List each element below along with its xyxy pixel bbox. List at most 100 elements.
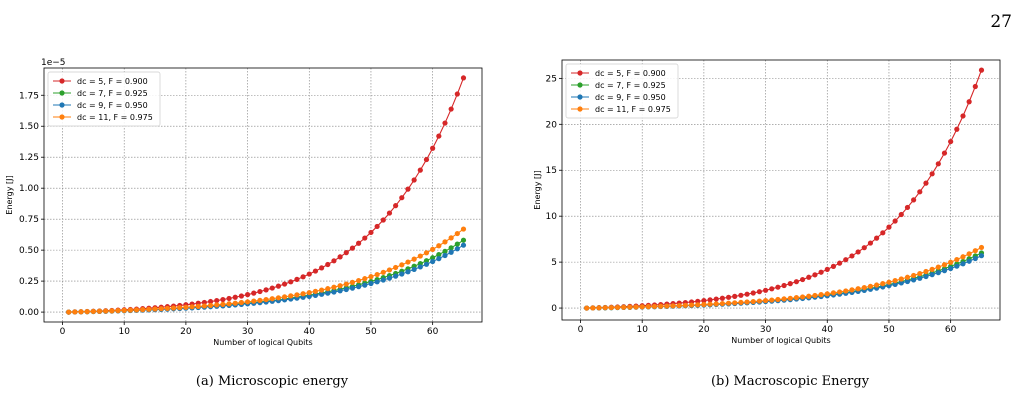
legend-marker [577,70,583,76]
x-tick-label: 50 [365,327,377,337]
data-point [436,243,442,249]
y-tick-label: 10 [546,212,558,222]
data-point [793,279,800,285]
data-point [812,272,818,278]
y-tick-label: 15 [546,166,557,176]
data-point [923,268,929,275]
data-point [436,256,442,262]
data-point [898,280,904,286]
data-point [454,246,460,252]
y-axis-label: Energy [J] [533,170,542,209]
data-point [812,292,818,299]
y-tick-label: 0 [551,304,557,314]
x-tick-label: 40 [822,325,834,335]
legend: dc = 5, F = 0.900 dc = 7, F = 0.925 dc = 9… [565,63,679,119]
data-point [430,258,436,265]
data-point [448,245,454,251]
x-tick-label: 30 [760,325,772,335]
data-point [713,301,719,307]
data-point [448,235,454,241]
data-point [115,308,121,314]
data-point [892,281,898,287]
data-point [855,249,861,255]
data-point [152,306,158,312]
data-point [275,295,282,301]
data-point [281,294,288,300]
data-point [405,259,411,265]
data-point [195,303,201,309]
data-point [448,106,454,112]
data-point [645,304,651,310]
data-point [787,295,793,301]
data-point [275,283,282,289]
data-point [762,297,769,304]
data-point [874,235,880,241]
data-point [917,189,923,195]
data-point [133,307,140,313]
data-point [251,290,257,296]
data-point [960,254,966,260]
data-point [411,266,417,273]
data-point [756,298,763,304]
legend-label: dc = 9, F = 0.950 [595,93,666,102]
page-number: 27 [990,12,1012,32]
data-point [818,292,824,298]
data-point [954,126,960,132]
data-point [300,274,306,280]
x-tick-label: 30 [242,327,254,337]
caption-macroscopic-energy: (b) Macroscopic Energy [710,374,870,389]
data-point [756,289,763,295]
x-axis-label: Number of logical Qubits [213,338,312,347]
data-point [306,271,312,277]
data-point [269,296,275,302]
data-point [670,303,676,309]
data-point [948,265,954,272]
data-point [158,306,164,312]
legend-label: dc = 11, F = 0.975 [77,113,153,122]
data-point [362,235,368,241]
data-point [356,284,362,290]
data-point [948,138,954,145]
axis-offset-text: 1e−5 [41,58,66,68]
y-tick-label: 5 [551,258,557,268]
data-point [806,274,812,280]
data-point [732,293,738,299]
y-tick-label: 1.75 [19,91,39,101]
data-point [929,266,935,272]
data-point [781,282,787,289]
legend-label: dc = 5, F = 0.900 [77,77,148,86]
data-point [732,300,738,306]
data-point [349,285,356,291]
data-point [170,305,177,311]
data-point [725,300,732,306]
data-point [590,305,596,311]
data-point [830,290,837,296]
data-point [226,295,232,302]
data-point [356,240,362,246]
macroscopic-energy-chart: 0 10 20 30 40 50 60 0 5 10 15 20 25 Number of logical… [533,59,1001,345]
data-point [775,296,781,303]
data-point [867,240,874,246]
data-point [849,287,855,293]
microscopic-energy-chart: 0 10 20 30 40 50 60 0.00 0.25 0.50 0.75 1.00 1.25 1.5… [5,58,483,347]
data-point [257,288,263,295]
data-point [146,306,152,312]
data-point [238,293,245,299]
data-point [393,264,399,271]
data-point [775,284,781,290]
data-point [824,291,830,297]
data-point [960,261,966,267]
data-point [454,91,460,97]
data-point [843,257,849,263]
data-point [608,304,614,311]
data-point [978,253,985,259]
data-point [954,256,960,263]
data-point [300,294,306,300]
data-point [917,270,923,277]
data-point [923,180,929,186]
x-tick-label: 20 [180,327,192,337]
data-point [688,302,695,308]
data-point [337,254,343,260]
data-point [325,286,331,292]
data-point [929,272,935,278]
